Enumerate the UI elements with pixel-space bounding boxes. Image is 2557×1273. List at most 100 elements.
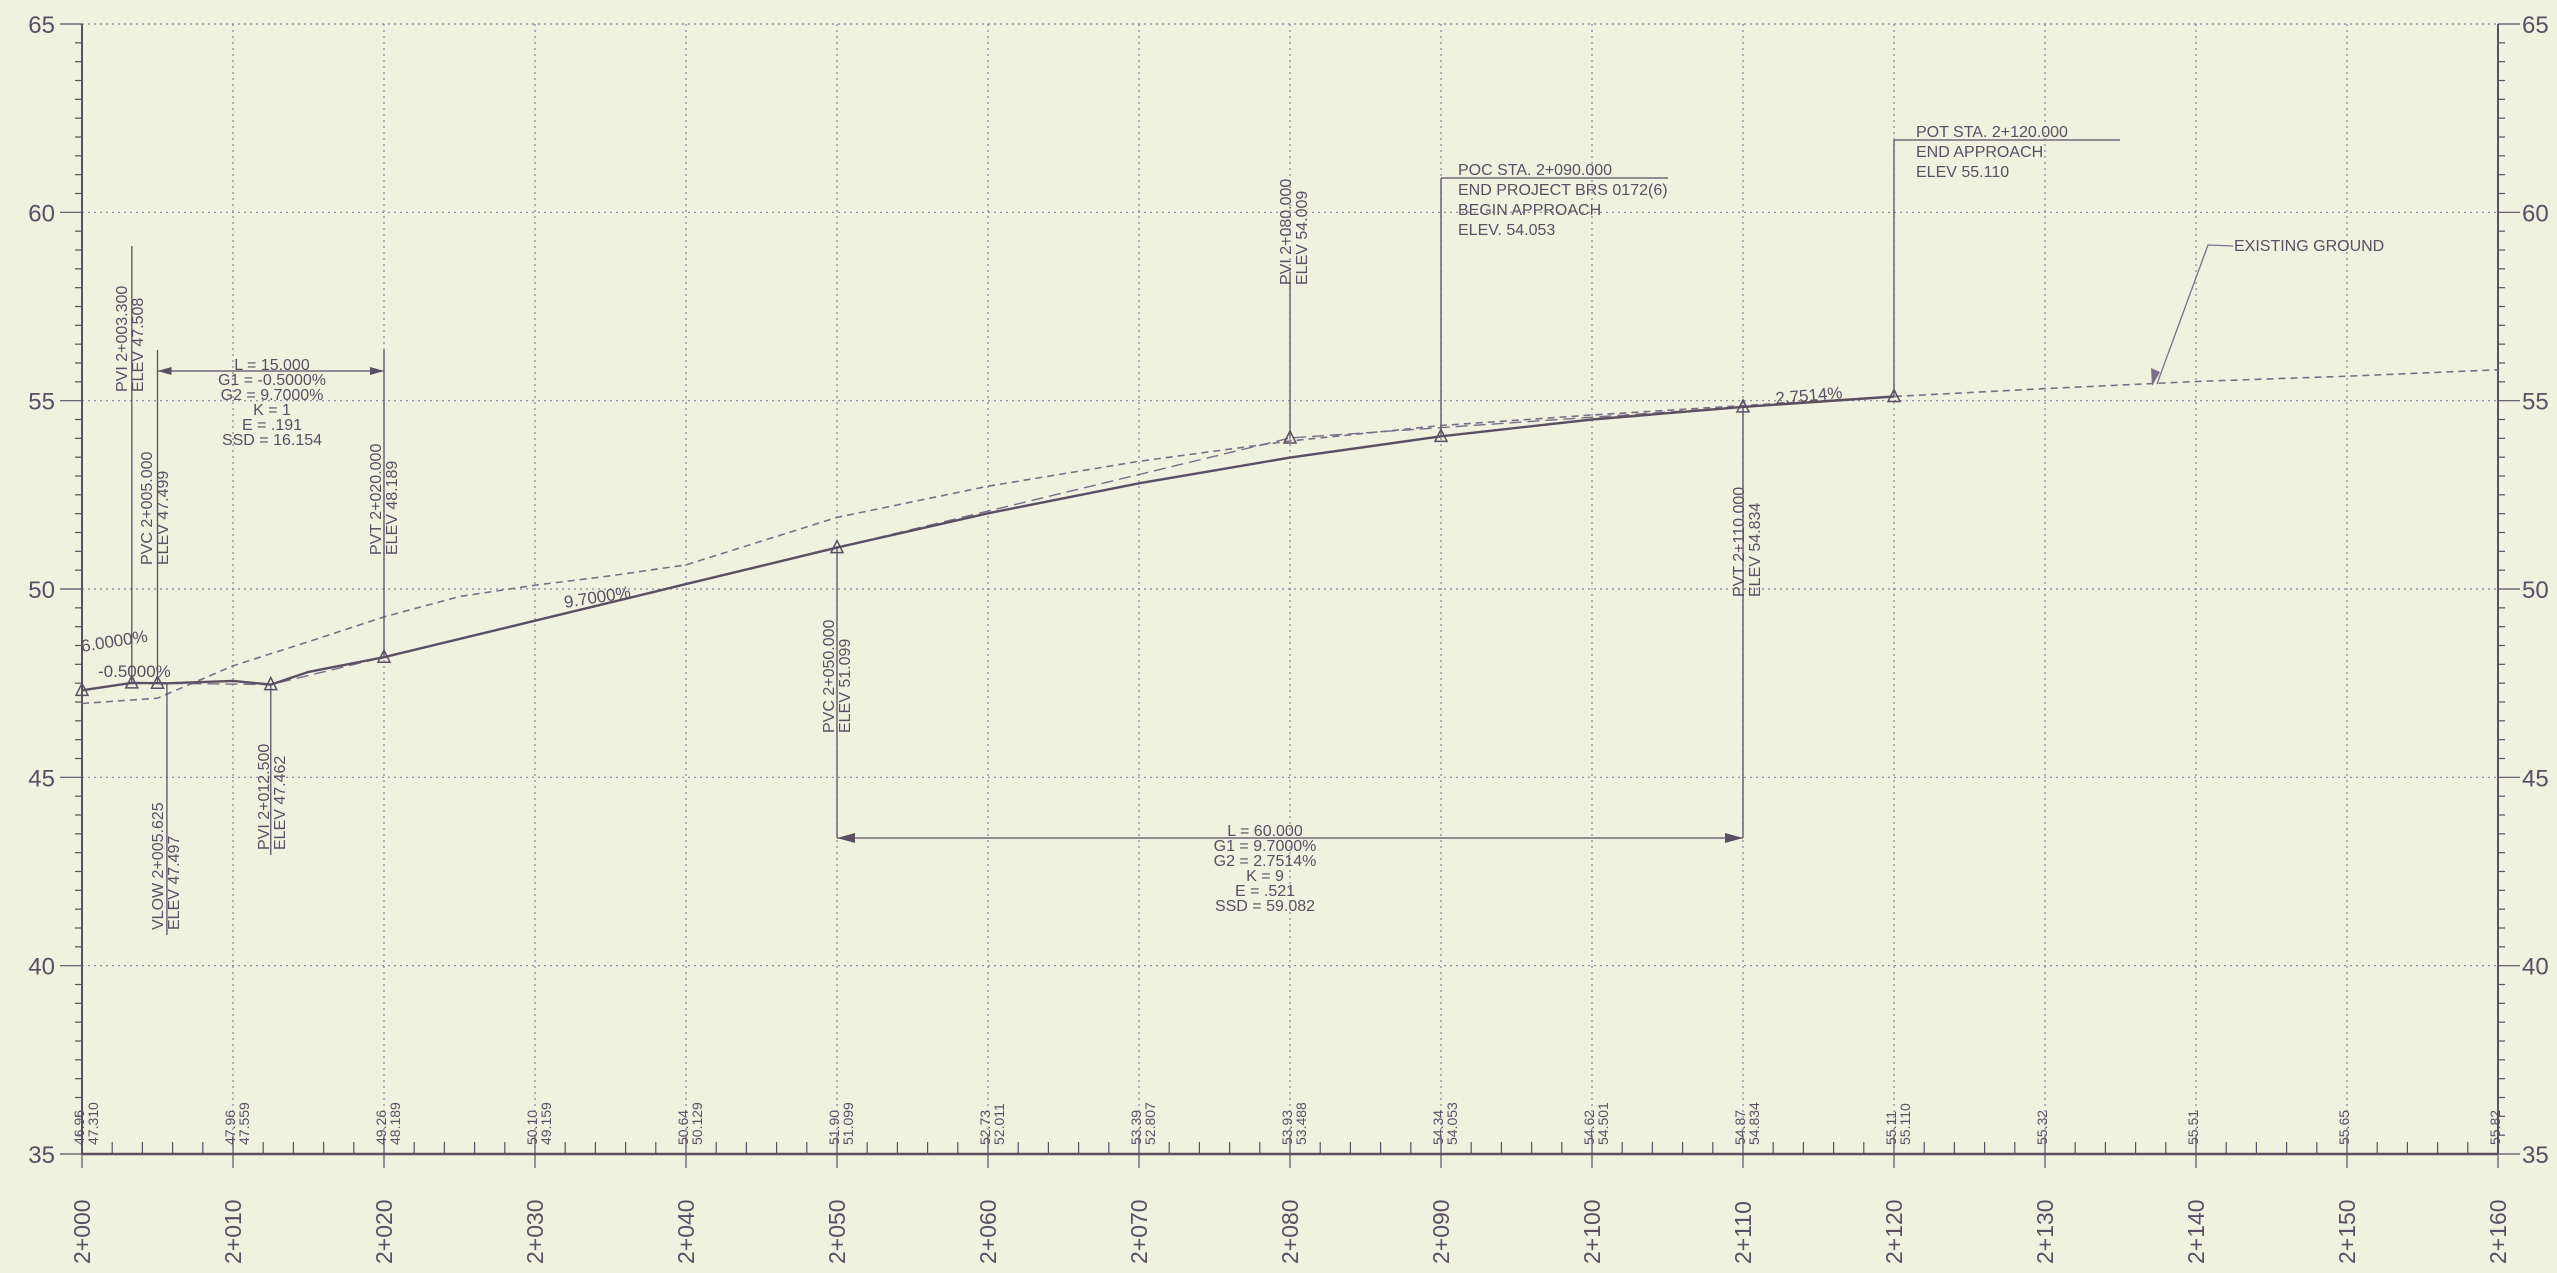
grade-label-2: -0.5000% — [98, 662, 171, 681]
station-label: 2+030 — [522, 1199, 548, 1264]
curve-2-data-line-2: G1 = 9.7000% — [1214, 838, 1317, 855]
curve-2-arrow-right — [1725, 833, 1743, 843]
station-label: 2+150 — [2334, 1199, 2360, 1264]
elevation-label-right: 55 — [2522, 389, 2549, 416]
curve-1-data-line-1: L = 15.000 — [234, 357, 310, 374]
finish-elev-value: 50.129 — [689, 1102, 705, 1145]
existing-elev-value: 53.93 — [1279, 1110, 1295, 1145]
tangent-line — [81, 395, 1895, 691]
elevation-label-right: 40 — [2522, 954, 2549, 981]
existing-elev-value: 50.10 — [524, 1110, 540, 1145]
station-label: 2+070 — [1126, 1199, 1152, 1264]
elevation-label-left: 40 — [28, 954, 55, 981]
station-label: 2+140 — [2183, 1199, 2209, 1264]
existing-ground-arrow — [2151, 368, 2160, 386]
vertex-marker — [1282, 429, 1298, 444]
pvi-2-text-line-1: PVI 2+012.500 — [256, 744, 273, 850]
pot-callout-line-3: ELEV 55.110 — [1916, 164, 2009, 181]
station-label: 2+040 — [673, 1199, 699, 1264]
elevation-label-left: 55 — [28, 389, 55, 416]
station-label: 2+080 — [1277, 1199, 1303, 1264]
station-label: 2+020 — [371, 1199, 397, 1264]
elevation-label-right: 65 — [2522, 12, 2549, 39]
finish-elev-value: 54.501 — [1595, 1102, 1611, 1145]
existing-ground-label: EXISTING GROUND — [2234, 238, 2384, 255]
finish-elev-value: 47.310 — [85, 1102, 101, 1145]
pvt-2-text-line-1: PVT 2+110.000 — [1731, 487, 1748, 597]
pvi-1-text-line-2: ELEV 47.508 — [130, 298, 147, 392]
vertex-marker — [1886, 387, 1902, 403]
elevation-label-right: 45 — [2522, 765, 2549, 792]
finish-elev-value: 53.488 — [1293, 1102, 1309, 1145]
pvc-1-text-line-1: PVC 2+005.000 — [139, 451, 156, 565]
existing-elev-value: 46.96 — [71, 1110, 87, 1145]
pvc-2-text-line-2: ELEV 51.099 — [837, 639, 854, 733]
curve-2-data-line-5: E = .521 — [1235, 883, 1295, 900]
elevation-label-left: 35 — [28, 1142, 55, 1169]
pot-callout-line-2: END APPROACH — [1916, 144, 2043, 161]
pvc-1-text-line-2: ELEV 47.499 — [155, 471, 172, 565]
existing-ground-line — [81, 369, 2499, 705]
finish-elev-value: 49.159 — [538, 1102, 554, 1145]
curve-1-arrow-left — [157, 367, 172, 375]
station-label: 2+060 — [975, 1199, 1001, 1264]
existing-elev-value: 54.34 — [1430, 1110, 1446, 1145]
station-label: 2+120 — [1881, 1199, 1907, 1264]
elevation-label-right: 50 — [2522, 577, 2549, 604]
vertex-marker — [124, 674, 140, 689]
station-label: 2+160 — [2485, 1199, 2511, 1264]
station-label: 2+110 — [1730, 1201, 1756, 1264]
poc-callout-line-2: END PROJECT BRS 0172(6) — [1458, 182, 1668, 199]
grade-label-3: 9.7000% — [563, 583, 632, 612]
pvi-3-text-line-2: ELEV 54.009 — [1294, 191, 1311, 285]
curve-1-arrow-right — [370, 367, 384, 375]
finish-elev-value: 52.011 — [991, 1103, 1007, 1145]
curve-1-data-line-5: E = .191 — [242, 417, 302, 434]
elevation-label-left: 50 — [28, 577, 55, 604]
elevation-label-left: 65 — [28, 12, 55, 39]
station-label: 2+090 — [1428, 1199, 1454, 1264]
existing-elev-value: 55.82 — [2487, 1110, 2503, 1145]
axes: 35 35 40 40 45 45 50 50 55 55 60 60 65 65 2+000 2+010 2+… — [28, 12, 2548, 1264]
poc-callout-line-4: ELEV. 54.053 — [1458, 222, 1555, 239]
vertex-marker — [150, 674, 165, 689]
pvi-2-text-line-2: ELEV 47.462 — [272, 756, 289, 850]
grade-label-4: 2.7514% — [1775, 383, 1844, 408]
vertex-marker — [1433, 427, 1449, 443]
station-label: 2+010 — [220, 1199, 246, 1264]
existing-elev-value: 49.26 — [373, 1110, 389, 1145]
station-label: 2+050 — [824, 1199, 850, 1264]
pvi-3-text-line-1: PVI 2+080.000 — [1278, 179, 1295, 285]
curve-2-data-line-4: K = 9 — [1246, 868, 1284, 885]
elevation-label-left: 60 — [28, 200, 55, 227]
pvt-1-text-line-2: ELEV 48.189 — [384, 461, 401, 555]
station-label: 2+000 — [69, 1199, 95, 1264]
curve-2-data-line-6: SSD = 59.082 — [1215, 898, 1315, 915]
existing-elev-value: 55.51 — [2185, 1110, 2201, 1145]
vlow-text-line-1: VLOW 2+005.625 — [150, 802, 167, 930]
existing-elev-value: 53.39 — [1128, 1110, 1144, 1145]
proposed-profile-line — [81, 395, 1895, 692]
curve-1-data-line-4: K = 1 — [253, 402, 291, 419]
curve-1-data-line-2: G1 = -0.5000% — [218, 372, 326, 389]
existing-elev-value: 54.62 — [1581, 1110, 1597, 1145]
finish-elev-value: 54.053 — [1444, 1102, 1460, 1145]
existing-elev-value: 52.73 — [977, 1110, 993, 1145]
existing-elev-value: 54.87 — [1732, 1110, 1748, 1145]
vlow-text-line-2: ELEV 47.497 — [166, 836, 183, 930]
station-label: 2+100 — [1579, 1199, 1605, 1264]
existing-elev-value: 55.65 — [2336, 1110, 2352, 1145]
finish-elev-value: 55.110 — [1897, 1103, 1913, 1145]
existing-ground-leader — [2156, 244, 2234, 385]
elevation-label-left: 45 — [28, 765, 55, 792]
finish-elev-value: 54.834 — [1746, 1102, 1762, 1145]
poc-callout-line-1: POC STA. 2+090.000 — [1458, 162, 1612, 179]
finish-elev-value: 51.099 — [840, 1102, 856, 1145]
curve-2-data-line-1: L = 60.000 — [1227, 823, 1303, 840]
grid — [82, 23, 2498, 1154]
finish-elev-value: 47.559 — [236, 1102, 252, 1145]
curve-2-data-line-3: G2 = 2.7514% — [1214, 853, 1317, 870]
existing-elev-value: 51.90 — [826, 1110, 842, 1145]
